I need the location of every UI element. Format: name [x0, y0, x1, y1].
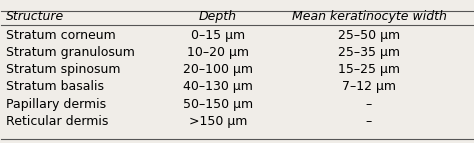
Text: –: – — [366, 115, 372, 128]
Text: 7–12 μm: 7–12 μm — [342, 80, 396, 93]
Text: 25–50 μm: 25–50 μm — [338, 29, 400, 42]
Text: Stratum corneum: Stratum corneum — [6, 29, 116, 42]
Text: 15–25 μm: 15–25 μm — [338, 63, 400, 76]
Text: Depth: Depth — [199, 10, 237, 23]
Text: 50–150 μm: 50–150 μm — [183, 98, 253, 111]
Text: 40–130 μm: 40–130 μm — [183, 80, 253, 93]
Text: Reticular dermis: Reticular dermis — [6, 115, 109, 128]
Text: Stratum basalis: Stratum basalis — [6, 80, 104, 93]
Text: Stratum granulosum: Stratum granulosum — [6, 46, 135, 59]
Text: –: – — [366, 98, 372, 111]
Text: 20–100 μm: 20–100 μm — [183, 63, 253, 76]
Text: >150 μm: >150 μm — [189, 115, 247, 128]
Text: Stratum spinosum: Stratum spinosum — [6, 63, 120, 76]
Text: Mean keratinocyte width: Mean keratinocyte width — [292, 10, 447, 23]
Text: Structure: Structure — [6, 10, 64, 23]
Text: Papillary dermis: Papillary dermis — [6, 98, 106, 111]
Text: 10–20 μm: 10–20 μm — [187, 46, 249, 59]
Text: 25–35 μm: 25–35 μm — [338, 46, 400, 59]
Text: 0–15 μm: 0–15 μm — [191, 29, 245, 42]
